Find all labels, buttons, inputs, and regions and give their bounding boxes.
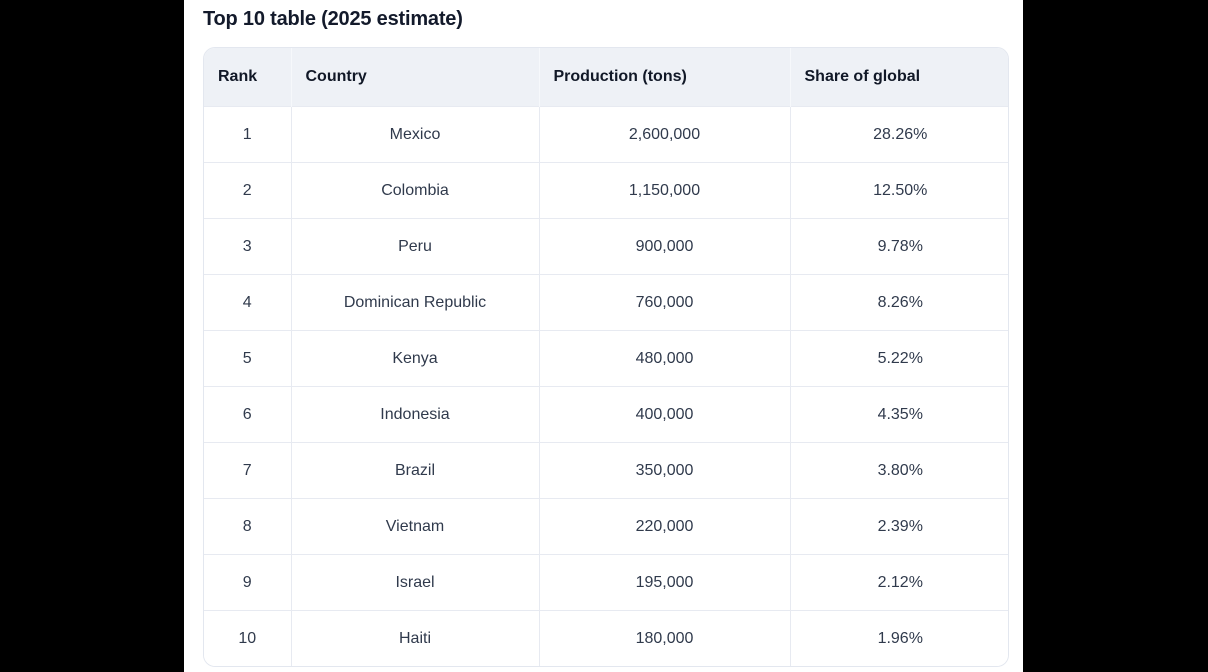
production-cell: 220,000 <box>539 498 791 555</box>
page-title: Top 10 table (2025 estimate) <box>203 8 463 30</box>
share-cell: 4.35% <box>790 386 1008 443</box>
data-table-container: Rank Country Production (tons) Share of … <box>203 47 1009 667</box>
country-cell: Mexico <box>291 106 540 163</box>
table-row: 8 Vietnam 220,000 2.39% <box>204 498 1008 555</box>
production-cell: 760,000 <box>539 274 791 331</box>
country-cell: Brazil <box>291 442 540 499</box>
table-header: Rank Country Production (tons) Share of … <box>204 48 1008 107</box>
share-cell: 2.12% <box>790 554 1008 611</box>
column-header-production: Production (tons) <box>539 48 791 107</box>
table-row: 10 Haiti 180,000 1.96% <box>204 610 1008 666</box>
table-body: 1 Mexico 2,600,000 28.26% 2 Colombia 1,150,000… <box>204 106 1008 666</box>
production-cell: 900,000 <box>539 218 791 275</box>
column-header-country: Country <box>291 48 540 107</box>
production-cell: 180,000 <box>539 610 791 666</box>
production-cell: 2,600,000 <box>539 106 791 163</box>
share-cell: 5.22% <box>790 330 1008 387</box>
country-cell: Haiti <box>291 610 540 666</box>
share-cell: 3.80% <box>790 442 1008 499</box>
country-cell: Peru <box>291 218 540 275</box>
table-header-row: Rank Country Production (tons) Share of … <box>204 48 1008 107</box>
production-cell: 1,150,000 <box>539 162 791 219</box>
content-stage: Top 10 table (2025 estimate) Rank Countr… <box>184 0 1023 672</box>
production-cell: 195,000 <box>539 554 791 611</box>
table-row: 2 Colombia 1,150,000 12.50% <box>204 162 1008 219</box>
table-row: 7 Brazil 350,000 3.80% <box>204 442 1008 499</box>
table-row: 9 Israel 195,000 2.12% <box>204 554 1008 611</box>
rank-cell: 5 <box>204 330 292 387</box>
rank-cell: 6 <box>204 386 292 443</box>
table-row: 4 Dominican Republic 760,000 8.26% <box>204 274 1008 331</box>
country-cell: Vietnam <box>291 498 540 555</box>
table-row: 5 Kenya 480,000 5.22% <box>204 330 1008 387</box>
share-cell: 1.96% <box>790 610 1008 666</box>
country-cell: Colombia <box>291 162 540 219</box>
column-header-share: Share of global <box>790 48 1008 107</box>
share-cell: 8.26% <box>790 274 1008 331</box>
share-cell: 12.50% <box>790 162 1008 219</box>
rank-cell: 4 <box>204 274 292 331</box>
rank-cell: 3 <box>204 218 292 275</box>
country-cell: Israel <box>291 554 540 611</box>
country-cell: Dominican Republic <box>291 274 540 331</box>
production-cell: 480,000 <box>539 330 791 387</box>
rank-cell: 7 <box>204 442 292 499</box>
data-table: Rank Country Production (tons) Share of … <box>204 48 1008 666</box>
country-cell: Kenya <box>291 330 540 387</box>
share-cell: 9.78% <box>790 218 1008 275</box>
table-row: 6 Indonesia 400,000 4.35% <box>204 386 1008 443</box>
rank-cell: 9 <box>204 554 292 611</box>
share-cell: 28.26% <box>790 106 1008 163</box>
column-header-rank: Rank <box>204 48 292 107</box>
rank-cell: 10 <box>204 610 292 666</box>
share-cell: 2.39% <box>790 498 1008 555</box>
rank-cell: 1 <box>204 106 292 163</box>
country-cell: Indonesia <box>291 386 540 443</box>
production-cell: 400,000 <box>539 386 791 443</box>
rank-cell: 8 <box>204 498 292 555</box>
table-row: 3 Peru 900,000 9.78% <box>204 218 1008 275</box>
rank-cell: 2 <box>204 162 292 219</box>
production-cell: 350,000 <box>539 442 791 499</box>
table-row: 1 Mexico 2,600,000 28.26% <box>204 106 1008 163</box>
